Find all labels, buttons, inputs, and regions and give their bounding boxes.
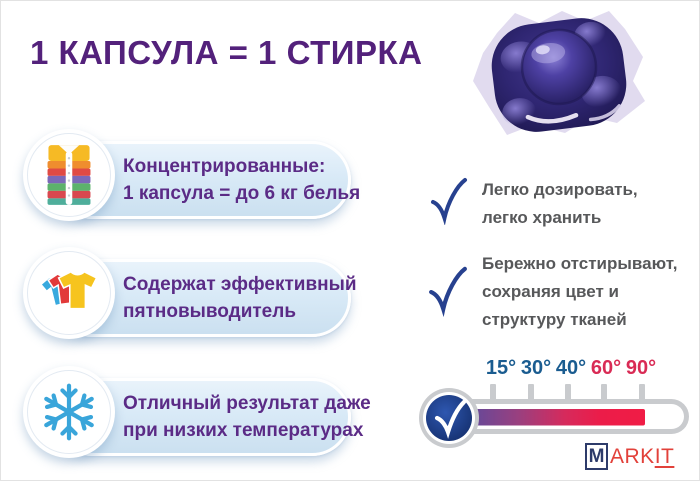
temp-label-30: 30° (520, 357, 552, 379)
benefit-line: сохраняя цвет и (482, 282, 619, 301)
page-title: 1 КАПСУЛА = 1 СТИРКА (30, 34, 423, 71)
feature-pill-concentrated: Концентрированные: 1 капсула = до 6 кг б… (23, 129, 361, 221)
feature-text-block: Концентрированные: 1 капсула = до 6 кг б… (123, 141, 361, 219)
benefit-line: Легко дозировать, (482, 180, 638, 199)
benefit-line: легко хранить (482, 208, 602, 227)
markit-m-badge: M (585, 443, 608, 470)
benefit-check (430, 177, 468, 230)
temp-label-90: 90° (625, 357, 657, 379)
feature-icon-circle (23, 129, 115, 221)
tshirts-icon (40, 270, 98, 310)
benefit-line: Бережно отстирывают, (482, 254, 678, 273)
temp-label-60: 60° (590, 357, 622, 379)
detergent-capsule-image (467, 5, 652, 145)
temp-label-40: 40° (555, 357, 587, 379)
feature-text-block: Содержат эффективный пятновыводитель (123, 259, 357, 337)
feature-pill-stain-remover: Содержат эффективный пятновыводитель (23, 247, 357, 339)
thermometer (417, 381, 699, 453)
feature-line: пятновыводитель (123, 301, 297, 322)
feature-line: Отличный результат даже (123, 393, 371, 414)
feature-line: Концентрированные: (123, 156, 326, 177)
feature-icon-circle (23, 366, 115, 458)
benefit-check (428, 265, 468, 322)
markit-text-underlined: IT (654, 445, 675, 468)
feature-text-block: Отличный результат даже при низких темпе… (123, 378, 371, 456)
snowflake-icon (44, 383, 94, 441)
feature-line: Содержат эффективный (123, 274, 357, 295)
feature-line: при низких температурах (123, 420, 364, 441)
temp-label-15: 15° (485, 357, 517, 379)
markit-watermark: M ARK IT (585, 443, 674, 470)
checkmark-icon (429, 266, 467, 318)
checkmark-icon (431, 178, 467, 226)
folded-laundry-stack-icon (47, 145, 91, 205)
markit-text: ARK (610, 445, 655, 468)
capsule-icon (473, 11, 645, 135)
thermometer-graphic (419, 384, 689, 448)
feature-icon-circle (23, 247, 115, 339)
feature-pill-low-temperature: Отличный результат даже при низких темпе… (23, 366, 371, 458)
feature-line: 1 капсула = до 6 кг белья (123, 183, 361, 204)
benefit-line: структуру тканей (482, 310, 627, 329)
benefit-easy-dosing: Легко дозировать, легко хранить (482, 176, 638, 232)
benefit-gentle-wash: Бережно отстирывают, сохраняя цвет и стр… (482, 250, 677, 334)
